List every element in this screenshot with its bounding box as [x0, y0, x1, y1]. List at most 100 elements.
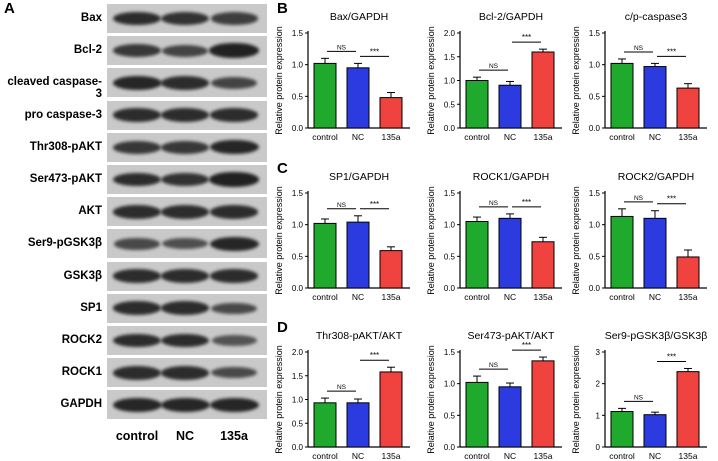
blot-label: Thr308-pAKT: [29, 140, 102, 153]
blot-band: [160, 301, 210, 316]
y-tick-label: 1.0: [292, 396, 304, 405]
blot-strip: [107, 390, 267, 420]
significance-label: ***: [667, 352, 676, 361]
y-tick-label: 2.0: [292, 348, 304, 357]
significance-label: NS: [634, 394, 644, 401]
bar-135a: [379, 250, 403, 289]
bar-control: [610, 62, 634, 129]
blot-strip: [107, 36, 267, 66]
y-tick-label: 0.0: [292, 284, 304, 293]
blot-band: [209, 140, 259, 155]
blot-strip: [107, 132, 267, 162]
blot-band: [112, 269, 162, 283]
blot-band: [161, 140, 209, 154]
chart-title: SP1/GAPDH: [329, 171, 389, 183]
y-tick-label: 1.5: [292, 372, 304, 381]
lane-label: NC: [175, 428, 195, 443]
blot-strip: [107, 197, 267, 227]
y-tick-label: 0.5: [292, 419, 304, 428]
x-tick-label: NC: [352, 451, 364, 461]
blot-band: [112, 75, 162, 90]
blot-band: [211, 302, 257, 314]
significance-label: NS: [489, 200, 499, 207]
bar-NC: [643, 414, 667, 448]
y-axis-label: Relative protein expression: [274, 186, 284, 295]
blot-strip: [107, 100, 267, 130]
blot-band: [113, 44, 161, 58]
bar-135a: [531, 360, 555, 448]
chart-title: Thr308-pAKT/AKT: [316, 330, 403, 342]
y-tick-label: 1.5: [444, 189, 456, 198]
y-tick-label: 1.5: [589, 29, 601, 38]
bar-135a: [379, 97, 403, 129]
bar-NC: [498, 217, 522, 289]
western-blot-panel: Bax Bcl-2 cleaved caspase-3 pro caspase-3 Th…: [0, 0, 270, 461]
x-tick-label: 135a: [534, 292, 553, 302]
panel-letter-a: A: [4, 0, 15, 17]
x-tick-label: NC: [649, 132, 661, 142]
x-tick-label: control: [464, 132, 490, 142]
y-axis-label: Relative protein expression: [571, 345, 581, 454]
y-tick-label: 1.5: [589, 189, 601, 198]
blot-band: [209, 172, 259, 187]
lane-label: 135a: [220, 428, 248, 443]
chart-title: ROCK2/GAPDH: [618, 171, 694, 183]
y-axis-label: Relative protein expression: [274, 345, 284, 454]
chart-title: ROCK1/GAPDH: [473, 171, 549, 183]
blot-band: [209, 236, 259, 251]
x-tick-label: control: [609, 292, 635, 302]
y-tick-label: 0.5: [444, 411, 456, 420]
bar-135a: [676, 87, 700, 129]
y-tick-label: 0.0: [292, 124, 304, 133]
blot-band: [112, 365, 162, 380]
significance-label: ***: [667, 47, 676, 56]
blot-band: [162, 238, 208, 250]
blot-band: [160, 397, 210, 412]
y-tick-label: 0.0: [444, 443, 456, 452]
y-tick-label: 1.0: [444, 380, 456, 389]
significance-label: ***: [370, 47, 379, 56]
significance-label: NS: [337, 384, 347, 391]
y-tick-label: 1.0: [444, 77, 456, 86]
y-tick-label: 0.0: [444, 284, 456, 293]
significance-label: NS: [489, 362, 499, 369]
blot-band: [160, 204, 210, 219]
blot-label: ROCK1: [61, 366, 102, 379]
significance-label: ***: [667, 195, 676, 204]
blot-band: [112, 333, 162, 348]
x-tick-label: 135a: [534, 132, 553, 142]
blot-strip: [107, 326, 267, 355]
chart-title: Ser9-pGSK3β/GSK3β: [605, 330, 708, 342]
blot-band: [160, 108, 210, 122]
blot-band: [210, 76, 258, 89]
y-tick-label: 0.5: [589, 92, 601, 101]
blot-strip: [107, 358, 267, 388]
blot-band: [112, 108, 162, 122]
significance-label: ***: [370, 351, 379, 360]
significance-label: ***: [370, 200, 379, 209]
blot-strip: [107, 165, 267, 194]
blot-band: [209, 43, 259, 58]
bar-NC: [498, 386, 522, 448]
blot-band: [211, 366, 257, 379]
bar-control: [465, 381, 489, 448]
y-axis-label: Relative protein expression: [426, 26, 436, 135]
blot-strip: [107, 4, 267, 33]
panel-letter-d: D: [277, 319, 288, 336]
blot-strip: [107, 261, 267, 291]
y-tick-label: 1.5: [292, 29, 304, 38]
blot-label: Bax: [80, 12, 102, 24]
bar-control: [465, 80, 489, 129]
significance-label: NS: [489, 63, 499, 70]
blot-strip: [107, 229, 267, 259]
y-tick-label: 0.5: [589, 252, 601, 261]
y-tick-label: 0.0: [589, 284, 601, 293]
bar-135a: [379, 371, 403, 448]
x-tick-label: NC: [352, 132, 364, 142]
blot-strip: [107, 68, 267, 98]
bar-control: [465, 221, 489, 289]
x-tick-label: 135a: [679, 292, 698, 302]
blot-band: [113, 140, 161, 154]
x-tick-label: 135a: [679, 451, 698, 461]
blot-band: [209, 204, 259, 219]
